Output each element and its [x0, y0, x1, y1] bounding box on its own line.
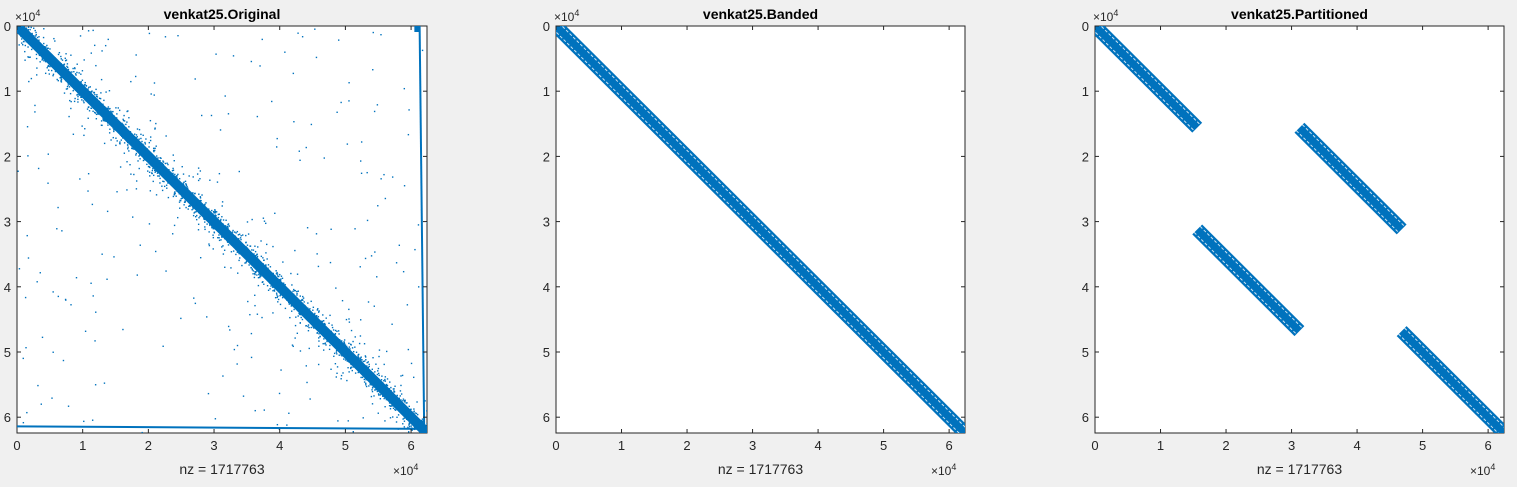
y-tick-label: 6 — [1082, 410, 1089, 425]
band-segment-1 — [556, 26, 965, 433]
x-axis-label: nz = 1717763 — [179, 461, 264, 477]
x-tick-label: 4 — [1353, 438, 1360, 453]
band-segment-4 — [1396, 326, 1504, 433]
y-tick-label: 4 — [4, 280, 11, 295]
band-striation — [1296, 130, 1399, 233]
x-tick-label: 5 — [880, 438, 887, 453]
spy-pattern — [556, 26, 965, 433]
spy-pattern — [1095, 26, 1504, 433]
band-striation — [1100, 26, 1201, 126]
dense-last-rows — [17, 425, 427, 430]
band-striation — [1302, 124, 1405, 227]
x-tick-label: 3 — [749, 438, 756, 453]
y-tick-label: 0 — [1082, 19, 1089, 34]
y-exponent-label: ×104 — [1093, 8, 1118, 24]
y-tick-label: 6 — [543, 410, 550, 425]
chart-title: venkat25.Original — [164, 6, 281, 22]
x-tick-label: 3 — [1288, 438, 1295, 453]
x-tick-label: 2 — [683, 438, 690, 453]
x-tick-label: 3 — [210, 438, 217, 453]
x-tick-label: 2 — [145, 438, 152, 453]
y-exponent-label: ×104 — [15, 8, 40, 24]
x-tick-label: 0 — [1091, 438, 1098, 453]
x-tick-label: 1 — [618, 438, 625, 453]
x-axis-label: nz = 1717763 — [1257, 461, 1342, 477]
y-tick-label: 0 — [543, 19, 550, 34]
x-tick-label: 6 — [407, 438, 414, 453]
chart-title: venkat25.Banded — [703, 6, 818, 22]
y-tick-label: 1 — [4, 84, 11, 99]
band-striation — [1199, 226, 1303, 329]
band-segment-1 — [1095, 26, 1203, 133]
band-segment-3 — [1192, 224, 1305, 337]
y-tick-label: 5 — [543, 345, 550, 360]
y-tick-label: 1 — [543, 84, 550, 99]
band-striation — [1193, 232, 1297, 335]
scatter-entries — [17, 26, 427, 433]
x-tick-label: 2 — [1222, 438, 1229, 453]
band-striation — [1404, 327, 1504, 428]
y-tick-label: 2 — [4, 149, 11, 164]
dense-last-columns — [418, 26, 426, 433]
y-tick-label: 3 — [543, 215, 550, 230]
x-exponent-label: ×104 — [393, 462, 418, 478]
band-striation — [1398, 333, 1499, 433]
x-exponent-label: ×104 — [1470, 462, 1495, 478]
band-segment-2 — [1294, 122, 1407, 235]
y-tick-label: 3 — [1082, 215, 1089, 230]
corner-block — [414, 26, 421, 32]
band-striation — [556, 31, 960, 433]
x-tick-label: 0 — [13, 438, 20, 453]
x-tick-label: 5 — [342, 438, 349, 453]
y-tick-label: 1 — [1082, 84, 1089, 99]
y-tick-label: 5 — [1082, 345, 1089, 360]
band-striation — [1095, 31, 1195, 132]
y-tick-label: 4 — [543, 280, 550, 295]
x-tick-label: 5 — [1419, 438, 1426, 453]
y-tick-label: 6 — [4, 410, 11, 425]
x-tick-label: 6 — [946, 438, 953, 453]
y-tick-label: 0 — [4, 19, 11, 34]
y-exponent-label: ×104 — [554, 8, 579, 24]
chart-title: venkat25.Partitioned — [1231, 6, 1368, 22]
x-tick-label: 1 — [79, 438, 86, 453]
y-tick-label: 4 — [1082, 280, 1089, 295]
x-tick-label: 4 — [814, 438, 821, 453]
y-tick-label: 2 — [1082, 149, 1089, 164]
x-tick-label: 6 — [1485, 438, 1492, 453]
spy-pattern — [17, 26, 427, 433]
x-tick-label: 1 — [1157, 438, 1164, 453]
y-tick-label: 3 — [4, 215, 11, 230]
x-tick-label: 4 — [276, 438, 283, 453]
y-tick-label: 2 — [543, 149, 550, 164]
x-exponent-label: ×104 — [931, 462, 956, 478]
y-tick-label: 5 — [4, 345, 11, 360]
x-tick-label: 0 — [552, 438, 559, 453]
band-striation — [561, 26, 965, 428]
x-axis-label: nz = 1717763 — [718, 461, 803, 477]
